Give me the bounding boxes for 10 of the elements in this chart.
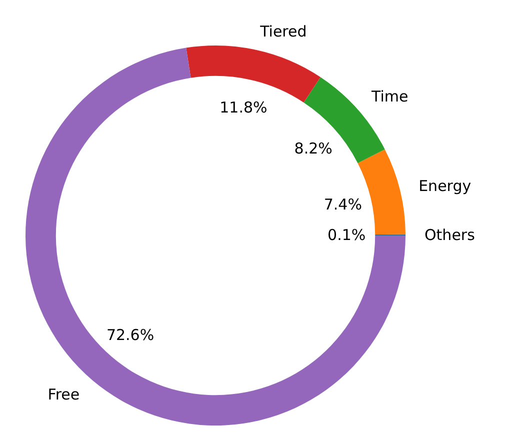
data-label: 7.4% xyxy=(324,196,362,214)
data-label: 0.1% xyxy=(328,226,366,244)
data-label: 11.8% xyxy=(220,98,268,116)
data-label: 8.2% xyxy=(294,139,332,158)
data-label: 72.6% xyxy=(106,326,154,344)
slice-label: Tiered xyxy=(259,22,307,40)
slice-label: Time xyxy=(370,87,408,106)
slice-label: Free xyxy=(48,385,80,404)
slice-label: Others xyxy=(424,226,476,244)
slice-label: Energy xyxy=(418,177,472,196)
